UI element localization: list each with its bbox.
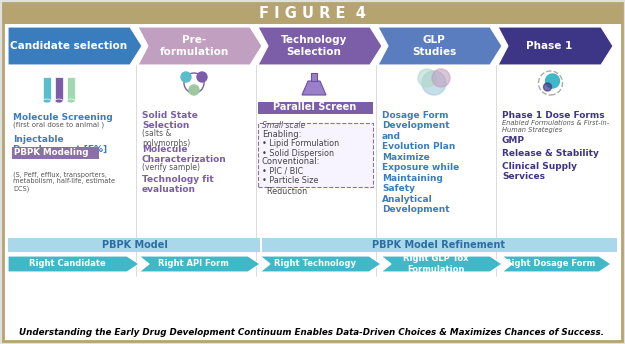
Text: PBPK Model: PBPK Model bbox=[101, 240, 168, 250]
Text: (salts &
polymorphs): (salts & polymorphs) bbox=[142, 129, 190, 148]
Text: F I G U R E  4: F I G U R E 4 bbox=[259, 6, 366, 21]
Polygon shape bbox=[498, 27, 613, 65]
Text: • PIC / BIC
• Particle Size
  Reduction: • PIC / BIC • Particle Size Reduction bbox=[262, 166, 318, 196]
Text: Clinical Supply
Services: Clinical Supply Services bbox=[502, 162, 577, 181]
Circle shape bbox=[546, 74, 559, 88]
Text: (S, Peff, efflux, transporters,
metabolism, half-life, estimate
DCS): (S, Peff, efflux, transporters, metaboli… bbox=[13, 171, 115, 192]
Text: Understanding the Early Drug Development Continuum Enables Data-Driven Choices &: Understanding the Early Drug Development… bbox=[19, 328, 604, 337]
Circle shape bbox=[189, 85, 199, 95]
Text: Molecule
Characterization: Molecule Characterization bbox=[142, 145, 227, 164]
Text: Right API Form: Right API Form bbox=[158, 259, 229, 269]
Text: Right Technology: Right Technology bbox=[274, 259, 356, 269]
Circle shape bbox=[181, 72, 191, 82]
Text: Right Candidate: Right Candidate bbox=[29, 259, 106, 269]
FancyBboxPatch shape bbox=[67, 77, 75, 101]
Text: Injectable
Development [F%]: Injectable Development [F%] bbox=[13, 135, 107, 154]
Text: (verify sample): (verify sample) bbox=[142, 163, 200, 172]
Text: Small scale: Small scale bbox=[262, 121, 305, 130]
Polygon shape bbox=[502, 256, 611, 272]
FancyBboxPatch shape bbox=[11, 147, 99, 159]
Text: Candidate selection: Candidate selection bbox=[11, 41, 128, 51]
Text: Pre-
formulation: Pre- formulation bbox=[159, 35, 229, 57]
Polygon shape bbox=[138, 27, 262, 65]
Polygon shape bbox=[381, 256, 502, 272]
Ellipse shape bbox=[43, 99, 51, 103]
Text: • Lipid Formulation
• Solid Dispersion: • Lipid Formulation • Solid Dispersion bbox=[262, 139, 339, 158]
Text: Phase 1 Dose Forms: Phase 1 Dose Forms bbox=[502, 111, 604, 120]
Polygon shape bbox=[378, 27, 502, 65]
Text: (first oral dose to animal ): (first oral dose to animal ) bbox=[13, 122, 104, 129]
FancyBboxPatch shape bbox=[3, 3, 622, 341]
Text: Technology
Selection: Technology Selection bbox=[281, 35, 348, 57]
Polygon shape bbox=[139, 256, 260, 272]
Circle shape bbox=[544, 83, 551, 91]
Text: Analytical
Development: Analytical Development bbox=[382, 195, 449, 214]
Text: Maximize
Exposure while
Maintaining
Safety: Maximize Exposure while Maintaining Safe… bbox=[382, 153, 459, 193]
FancyBboxPatch shape bbox=[311, 73, 317, 81]
Circle shape bbox=[197, 72, 207, 82]
Text: PBPK Model Refinement: PBPK Model Refinement bbox=[372, 240, 506, 250]
FancyBboxPatch shape bbox=[55, 77, 63, 101]
Ellipse shape bbox=[55, 99, 63, 103]
Text: Enabling:: Enabling: bbox=[262, 130, 301, 139]
Text: Parallel Screen: Parallel Screen bbox=[273, 103, 357, 112]
FancyBboxPatch shape bbox=[258, 101, 372, 114]
Text: GLP
Studies: GLP Studies bbox=[412, 35, 456, 57]
FancyBboxPatch shape bbox=[258, 122, 372, 186]
Ellipse shape bbox=[67, 99, 75, 103]
Polygon shape bbox=[302, 81, 326, 95]
Polygon shape bbox=[258, 27, 382, 65]
FancyBboxPatch shape bbox=[8, 238, 617, 252]
Text: Molecule Screening: Molecule Screening bbox=[13, 113, 112, 122]
Text: GMP: GMP bbox=[502, 136, 525, 145]
Text: Release & Stability: Release & Stability bbox=[502, 149, 599, 158]
Circle shape bbox=[422, 71, 446, 95]
FancyBboxPatch shape bbox=[43, 77, 51, 101]
Polygon shape bbox=[8, 27, 142, 65]
Text: Right GLP Tox
Formulation: Right GLP Tox Formulation bbox=[402, 254, 468, 274]
Circle shape bbox=[418, 69, 436, 87]
Text: Solid State
Selection: Solid State Selection bbox=[142, 111, 198, 130]
Text: Conventional:: Conventional: bbox=[262, 157, 321, 166]
FancyBboxPatch shape bbox=[3, 3, 622, 24]
Text: Right Dosage Form: Right Dosage Form bbox=[506, 259, 596, 269]
Polygon shape bbox=[260, 256, 381, 272]
Text: Dosage Form
Development
and
Evolution Plan: Dosage Form Development and Evolution Pl… bbox=[382, 111, 456, 151]
Text: PBPK Modeling: PBPK Modeling bbox=[14, 148, 89, 157]
Polygon shape bbox=[8, 256, 139, 272]
Text: Phase 1: Phase 1 bbox=[526, 41, 572, 51]
Circle shape bbox=[432, 69, 450, 87]
Text: Enabled Formulations & First-in-
Human Strategies: Enabled Formulations & First-in- Human S… bbox=[502, 120, 609, 133]
Text: Technology fit
evaluation: Technology fit evaluation bbox=[142, 175, 214, 194]
